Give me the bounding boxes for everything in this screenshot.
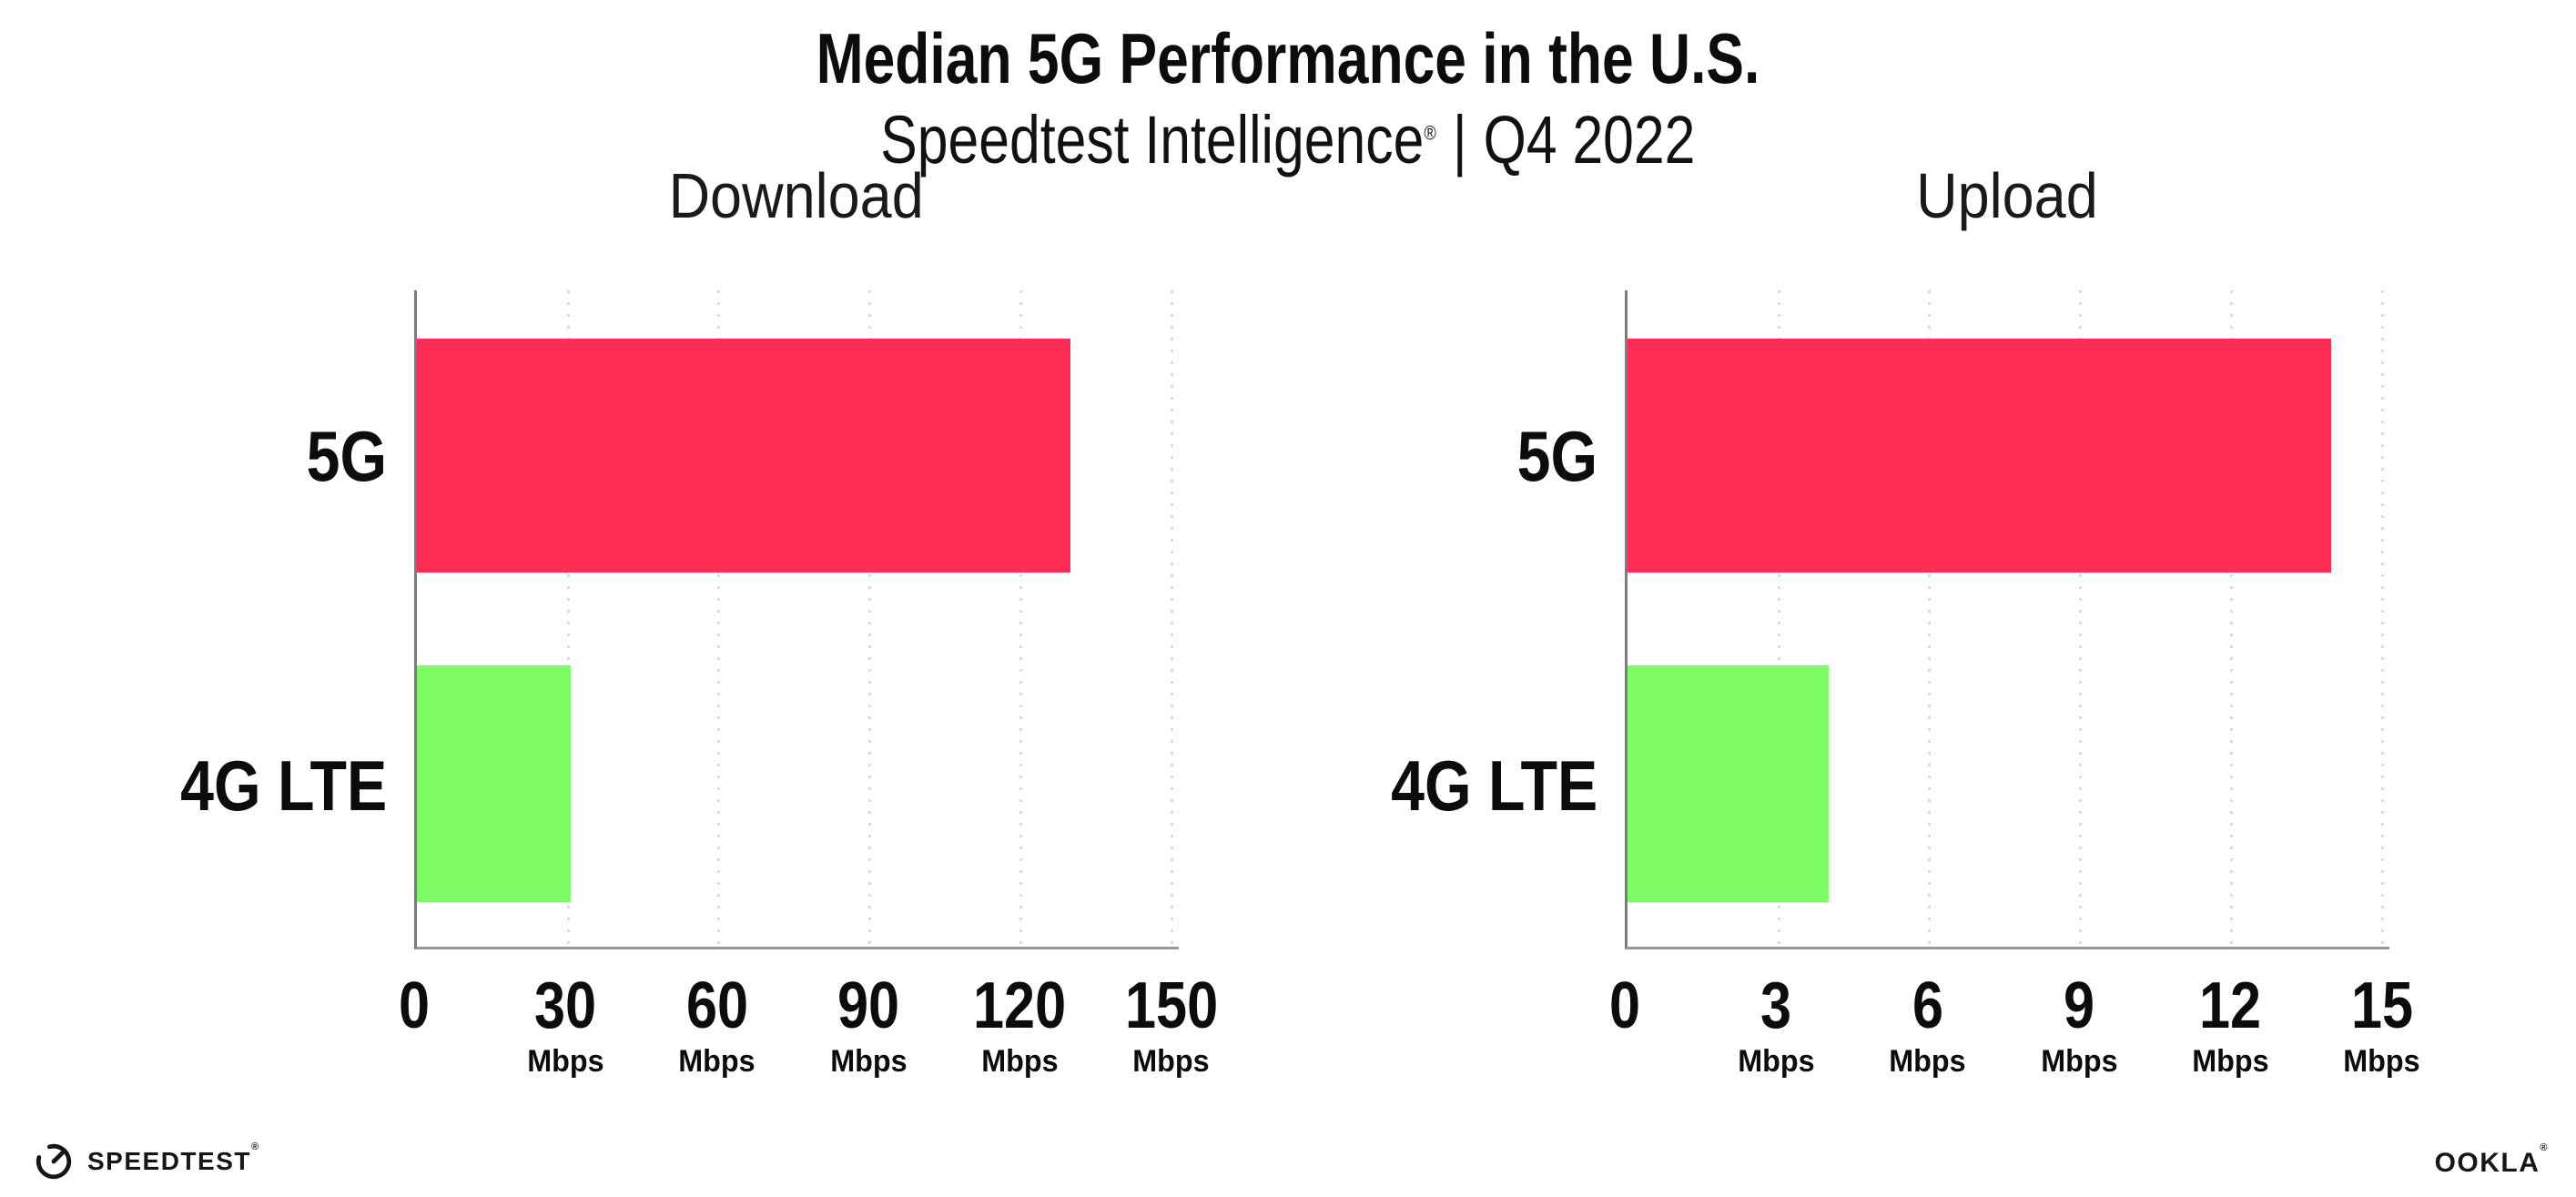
speedtest-wordmark-text: SPEEDTEST	[87, 1147, 251, 1175]
ookla-logo: OOKLA®	[2434, 1143, 2549, 1179]
upload-plot-area	[1625, 290, 2389, 950]
upload-tick-unit-text: Mbps	[2343, 1044, 2420, 1080]
upload-tick-value-text: 15	[2350, 969, 2413, 1043]
download-x-axis-ticks: 0 30 Mbps 60 Mbps 90 Mbps 120 Mbps 150 Mbps	[399, 949, 1218, 1131]
download-tick-unit-text: Mbps	[1132, 1044, 1210, 1080]
gridline-download-150mbps	[1170, 290, 1173, 948]
download-tick-unit-30: Mbps	[525, 1044, 606, 1079]
upload-chart-title: Upload	[1625, 160, 2389, 247]
ookla-wordmark-text: OOKLA	[2434, 1148, 2541, 1178]
upload-x-axis-ticks: 0 3 Mbps 6 Mbps 9 Mbps 12 Mbps 15 Mbps	[1609, 949, 2420, 1131]
page-title-text: Median 5G Performance in the U.S.	[816, 18, 1760, 98]
download-tick-value-text: 90	[837, 969, 900, 1043]
download-chart-title: Download	[414, 160, 1179, 247]
upload-tick-value-text: 3	[1760, 969, 1792, 1043]
download-tick-unit-150: Mbps	[1131, 1044, 1212, 1079]
download-tick-unit-text: Mbps	[527, 1044, 604, 1080]
upload-tick-unit-15: Mbps	[2341, 1044, 2422, 1079]
download-tick-value-120: 120	[965, 973, 1074, 1039]
download-bar-5g	[417, 338, 1071, 573]
download-tick-unit-text: Mbps	[678, 1044, 756, 1080]
upload-category-labels: 5G 4G LTE	[1391, 290, 1625, 949]
upload-chart: Upload 5G 4G LTE 0 3 Mbps 6 Mbps 9 Mbps 12 Mbps 15…	[1391, 160, 2420, 1131]
upload-tick-value-6: 6	[1910, 973, 1946, 1039]
download-category-labels: 5G 4G LTE	[180, 290, 414, 949]
upload-tick-value-text: 0	[1608, 969, 1641, 1043]
upload-tick-value-0: 0	[1607, 973, 1643, 1039]
download-category-label-text: 4G LTE	[179, 745, 387, 826]
speedtest-gauge-icon	[35, 1143, 72, 1180]
download-tick-unit-90: Mbps	[828, 1044, 909, 1079]
gridline-upload-9mbps	[2079, 290, 2083, 948]
upload-category-label-5g: 5G	[1397, 339, 1597, 573]
upload-tick-value-text: 12	[2199, 969, 2262, 1043]
upload-tick-unit-text: Mbps	[1889, 1044, 1966, 1080]
speedtest-logo: SPEEDTEST®	[33, 1141, 260, 1182]
download-category-label-5g: 5G	[187, 339, 387, 573]
download-tick-value-90: 90	[832, 973, 905, 1039]
upload-bar-4g-lte	[1628, 665, 1829, 902]
upload-category-label-text: 4G LTE	[1390, 745, 1597, 826]
download-tick-value-60: 60	[681, 973, 754, 1039]
registered-trademark-icon: ®	[1424, 121, 1436, 145]
upload-tick-value-text: 6	[1912, 969, 1943, 1043]
upload-chart-title-text: Upload	[1916, 160, 2098, 232]
upload-tick-unit-text: Mbps	[1738, 1044, 1815, 1080]
upload-tick-unit-12: Mbps	[2190, 1044, 2271, 1079]
upload-tick-value-3: 3	[1758, 973, 1794, 1039]
gridline-download-90mbps	[868, 290, 872, 948]
gridline-download-30mbps	[566, 290, 570, 948]
download-category-label-text: 5G	[306, 415, 387, 496]
gridline-download-120mbps	[1019, 290, 1022, 948]
download-tick-value-text: 120	[973, 969, 1067, 1043]
download-tick-value-text: 0	[398, 969, 431, 1043]
download-tick-unit-text: Mbps	[829, 1044, 908, 1080]
subtitle-period: Q4 2022	[1483, 102, 1696, 178]
download-tick-unit-60: Mbps	[676, 1044, 757, 1079]
download-chart: Download 5G 4G LTE 0 30 Mbps 60 Mbps 90 Mbps 120…	[180, 160, 1218, 1131]
subtitle-divider: |	[1452, 102, 1467, 178]
header: Median 5G Performance in the U.S. Speedt…	[0, 0, 2576, 179]
upload-category-label-4g-lte: 4G LTE	[1391, 667, 1597, 905]
download-plot-area	[414, 290, 1179, 950]
download-category-label-4g-lte: 4G LTE	[180, 667, 387, 905]
download-tick-unit-text: Mbps	[981, 1044, 1059, 1080]
download-bar-4g-lte	[417, 665, 571, 902]
download-tick-value-text: 30	[534, 969, 597, 1043]
speedtest-registered-mark: ®	[250, 1141, 260, 1152]
gridline-upload-15mbps	[2380, 290, 2384, 948]
upload-bar-5g	[1628, 338, 2332, 573]
download-tick-value-150: 150	[1117, 973, 1226, 1039]
charts-row: Download 5G 4G LTE 0 30 Mbps 60 Mbps 90 Mbps 120…	[0, 160, 2576, 1131]
page-title: Median 5G Performance in the U.S.	[0, 16, 2576, 100]
download-chart-title-text: Download	[668, 160, 925, 232]
gridline-upload-3mbps	[1777, 290, 1780, 948]
page-subtitle-text: Speedtest Intelligence® | Q4 2022	[880, 100, 1695, 179]
upload-tick-value-12: 12	[2194, 973, 2267, 1039]
upload-tick-value-text: 9	[2063, 969, 2095, 1043]
download-tick-value-30: 30	[529, 973, 602, 1039]
upload-tick-value-15: 15	[2346, 973, 2419, 1039]
download-tick-value-0: 0	[396, 973, 432, 1039]
upload-tick-unit-3: Mbps	[1736, 1044, 1817, 1079]
gridline-upload-6mbps	[1928, 290, 1932, 948]
upload-tick-value-9: 9	[2061, 973, 2097, 1039]
upload-tick-unit-6: Mbps	[1887, 1044, 1968, 1079]
download-tick-value-text: 60	[685, 969, 748, 1043]
subtitle-brand: Speedtest Intelligence	[880, 102, 1425, 178]
gridline-download-60mbps	[717, 290, 721, 948]
upload-tick-unit-text: Mbps	[2192, 1044, 2269, 1080]
download-tick-unit-120: Mbps	[979, 1044, 1060, 1079]
gridline-upload-12mbps	[2229, 290, 2233, 948]
ookla-registered-mark: ®	[2540, 1142, 2549, 1153]
upload-tick-unit-9: Mbps	[2039, 1044, 2120, 1079]
upload-category-label-text: 5G	[1516, 415, 1597, 496]
page-subtitle: Speedtest Intelligence® | Q4 2022	[0, 100, 2576, 179]
upload-tick-unit-text: Mbps	[2040, 1044, 2118, 1080]
speedtest-wordmark: SPEEDTEST®	[87, 1142, 260, 1176]
download-tick-value-text: 150	[1124, 969, 1218, 1043]
